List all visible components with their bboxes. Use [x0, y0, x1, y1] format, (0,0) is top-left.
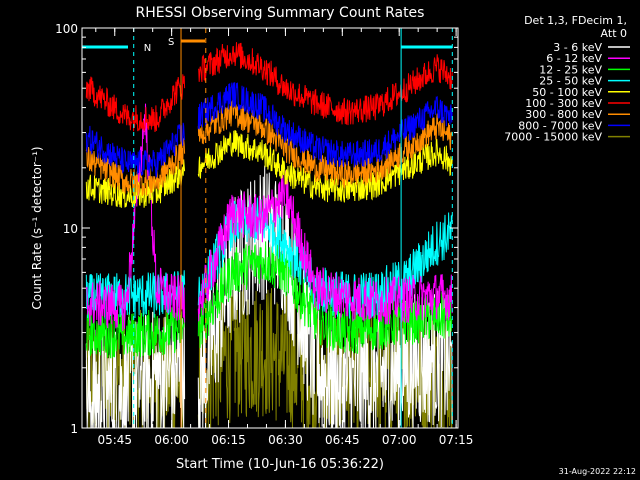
series-line-800-7000-kev-b	[197, 82, 453, 168]
x-tick-label: 07:00	[382, 433, 417, 447]
y-tick-label: 1	[70, 422, 78, 436]
series-line-100-300-kev-a	[85, 74, 186, 133]
series-line-50-100-kev-a	[85, 159, 186, 208]
legend-label-25-50-kev: 25 - 50 keV	[539, 75, 602, 88]
legend-label-100-300-kev: 100 - 300 keV	[525, 97, 602, 110]
x-tick-label: 05:45	[97, 433, 132, 447]
plot-area: NS	[82, 28, 453, 429]
chart-title: RHESSI Observing Summary Count Rates	[136, 5, 425, 21]
x-tick-label: 06:00	[154, 433, 189, 447]
legend-label-300-800-kev: 300 - 800 keV	[525, 108, 602, 121]
legend-header-line-2: Att 0	[601, 27, 627, 40]
x-tick-label: 06:30	[268, 433, 303, 447]
y-axis-label: Count Rate (s⁻¹ detector⁻¹)	[30, 146, 44, 309]
legend-label-800-7000-kev: 800 - 7000 keV	[518, 119, 602, 132]
y-tick-label: 10	[63, 222, 78, 236]
x-tick-label: 07:15	[439, 433, 474, 447]
series-line-300-800-kev-b	[197, 98, 453, 189]
y-tick-label: 100	[55, 22, 78, 36]
series-line-100-300-kev-b	[197, 42, 453, 126]
x-axis-label: Start Time (10-Jun-16 05:36:22)	[176, 457, 384, 472]
legend-label-3-6-kev: 3 - 6 keV	[553, 41, 602, 54]
axes: 05:45 06:00 06:15 06:30 06:45 07:00 07:15 1 10 10…	[55, 22, 473, 447]
series-line-12-25-kev-a	[85, 307, 186, 359]
series-line-6-12-kev-b	[197, 170, 453, 325]
legend-label-6-12-kev: 6 - 12 keV	[546, 52, 602, 65]
legend-label-50-100-kev: 50 - 100 keV	[532, 86, 602, 99]
saa-marker-label: S	[168, 37, 174, 48]
series-line-12-25-kev-b	[197, 241, 453, 354]
legend-label-7000-15000-kev: 7000 - 15000 keV	[504, 131, 602, 144]
series-line-800-7000-kev-a	[85, 122, 186, 178]
x-tick-label: 06:15	[211, 433, 246, 447]
x-tick-label: 06:45	[325, 433, 360, 447]
legend-header-line-1: Det 1,3, FDecim 1,	[524, 14, 627, 27]
legend-label-12-25-kev: 12 - 25 keV	[539, 63, 602, 76]
series-line-50-100-kev-b	[197, 129, 453, 203]
series-line-3-6-kev-b	[197, 165, 453, 429]
series-line-3-6-kev-a	[85, 310, 186, 429]
night-marker-label: N	[144, 43, 151, 54]
series-line-25-50-kev-a	[85, 270, 186, 321]
footer-date: 31-Aug-2022 22:12	[559, 467, 636, 476]
